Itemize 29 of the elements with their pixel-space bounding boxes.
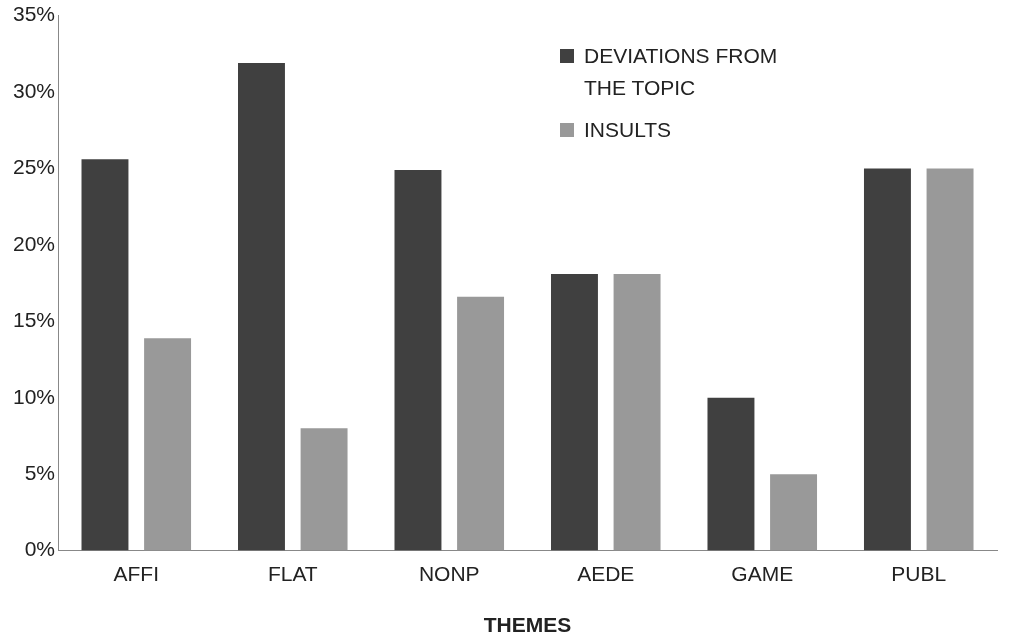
y-tick-label: 5% (24, 460, 56, 484)
bar (300, 428, 348, 551)
y-tick-label: 10% (13, 384, 56, 408)
x-tick-label: AEDE (577, 562, 635, 585)
y-tick-label: 15% (13, 308, 56, 332)
x-tick-label: PUBL (891, 562, 947, 585)
legend-label: INSULTS (584, 117, 672, 143)
y-tick-label: 25% (13, 155, 56, 179)
bar (770, 474, 818, 551)
x-tick-label: FLAT (267, 562, 318, 585)
bar (144, 338, 192, 551)
bar (550, 273, 598, 551)
y-tick-label: 20% (13, 231, 56, 255)
bar (707, 397, 755, 551)
bar (238, 62, 285, 551)
bar (394, 169, 442, 551)
y-tick-label: 35% (13, 2, 56, 26)
x-tick-label: NONP (418, 562, 480, 585)
bar (457, 296, 505, 551)
bar (863, 168, 911, 551)
x-tick-label: AFFI (113, 562, 160, 585)
y-tick-label: 30% (13, 78, 56, 102)
y-tick-label: 0% (24, 537, 56, 561)
bar (81, 159, 129, 551)
legend-label: DEVIATIONS FROM THE TOPIC (584, 43, 779, 101)
bar (926, 168, 974, 551)
bar (613, 273, 661, 551)
x-tick-label: GAME (731, 562, 794, 585)
x-axis-title: THEMES (483, 613, 572, 637)
